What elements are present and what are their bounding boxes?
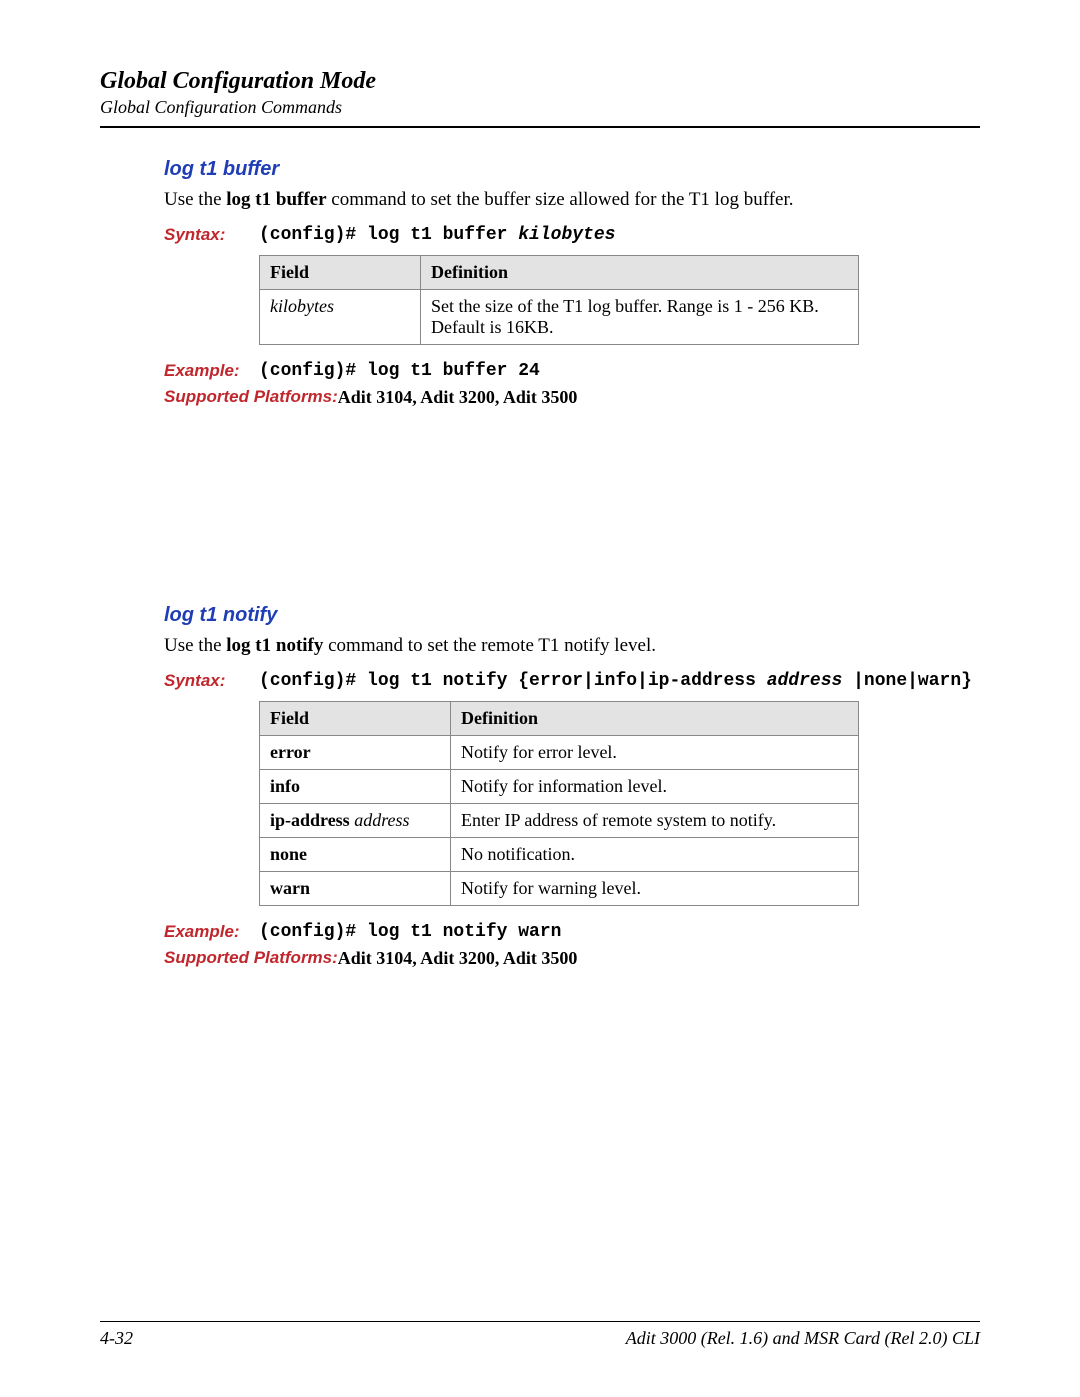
syntax-prefix: (config)# log t1 notify {error|info|ip-a… (259, 671, 767, 691)
definition-table: Field Definition error Notify for error … (259, 701, 859, 906)
definition-cell: Notify for warning level. (451, 872, 859, 906)
field-italic: address (354, 810, 409, 830)
intro-paragraph: Use the log t1 buffer command to set the… (164, 189, 980, 211)
example-row: Example: (config)# log t1 buffer 24 (164, 361, 980, 381)
platforms-row: Supported Platforms: Adit 3104, Adit 320… (164, 387, 980, 408)
definition-table: Field Definition kilobytes Set the size … (259, 255, 859, 345)
field-bold: ip-address (270, 810, 354, 830)
example-label: Example: (164, 922, 259, 942)
definition-cell: Set the size of the T1 log buffer. Range… (421, 290, 859, 345)
table-row: info Notify for information level. (260, 770, 859, 804)
col-definition: Definition (421, 256, 859, 290)
intro-cmd: log t1 buffer (226, 189, 326, 210)
table-header-row: Field Definition (260, 256, 859, 290)
syntax-label: Syntax: (164, 225, 259, 245)
section-log-t1-buffer: log t1 buffer Use the log t1 buffer comm… (164, 158, 980, 408)
syntax-row: Syntax: (config)# log t1 buffer kilobyte… (164, 225, 980, 245)
definition-cell: Notify for error level. (451, 736, 859, 770)
page: Global Configuration Mode Global Configu… (0, 0, 1080, 1397)
cmd-heading: log t1 buffer (164, 158, 980, 181)
footer-product: Adit 3000 (Rel. 1.6) and MSR Card (Rel 2… (626, 1328, 980, 1349)
field-cell: none (260, 838, 451, 872)
intro-cmd: log t1 notify (226, 635, 323, 656)
syntax-arg: kilobytes (518, 225, 615, 245)
intro-pre: Use the (164, 189, 226, 210)
platforms-text: Adit 3104, Adit 3200, Adit 3500 (338, 387, 578, 408)
example-row: Example: (config)# log t1 notify warn (164, 922, 980, 942)
syntax-label: Syntax: (164, 671, 259, 691)
syntax-prefix: (config)# log t1 buffer (259, 225, 518, 245)
cmd-heading: log t1 notify (164, 604, 980, 627)
example-text: (config)# log t1 notify warn (259, 922, 561, 942)
col-definition: Definition (451, 702, 859, 736)
example-label: Example: (164, 361, 259, 381)
platforms-text: Adit 3104, Adit 3200, Adit 3500 (338, 948, 578, 969)
footer-page-number: 4-32 (100, 1328, 133, 1349)
definition-cell: No notification. (451, 838, 859, 872)
intro-pre: Use the (164, 635, 226, 656)
page-header: Global Configuration Mode Global Configu… (100, 68, 980, 128)
syntax-content: (config)# log t1 notify {error|info|ip-a… (259, 671, 980, 691)
field-cell: error (260, 736, 451, 770)
header-rule (100, 126, 980, 128)
col-field: Field (260, 256, 421, 290)
page-footer: 4-32 Adit 3000 (Rel. 1.6) and MSR Card (… (100, 1321, 980, 1349)
definition-cell: Notify for information level. (451, 770, 859, 804)
col-field: Field (260, 702, 451, 736)
field-cell: info (260, 770, 451, 804)
field-cell: warn (260, 872, 451, 906)
header-subtitle: Global Configuration Commands (100, 97, 980, 118)
example-text: (config)# log t1 buffer 24 (259, 361, 540, 381)
table-header-row: Field Definition (260, 702, 859, 736)
syntax-arg: address (767, 671, 843, 691)
syntax-content: (config)# log t1 buffer kilobytes (259, 225, 980, 245)
platforms-label: Supported Platforms: (164, 387, 338, 408)
section-log-t1-notify: log t1 notify Use the log t1 notify comm… (164, 604, 980, 969)
definition-cell: Enter IP address of remote system to not… (451, 804, 859, 838)
table-row: error Notify for error level. (260, 736, 859, 770)
platforms-row: Supported Platforms: Adit 3104, Adit 320… (164, 948, 980, 969)
table-row: kilobytes Set the size of the T1 log buf… (260, 290, 859, 345)
syntax-suffix: |none|warn} (842, 671, 972, 691)
header-title: Global Configuration Mode (100, 68, 980, 95)
table-row: warn Notify for warning level. (260, 872, 859, 906)
section-gap (100, 414, 980, 574)
platforms-label: Supported Platforms: (164, 948, 338, 969)
intro-post: command to set the buffer size allowed f… (327, 189, 794, 210)
field-cell: kilobytes (260, 290, 421, 345)
table-row: ip-address address Enter IP address of r… (260, 804, 859, 838)
table-row: none No notification. (260, 838, 859, 872)
intro-paragraph: Use the log t1 notify command to set the… (164, 635, 980, 657)
syntax-row: Syntax: (config)# log t1 notify {error|i… (164, 671, 980, 691)
intro-post: command to set the remote T1 notify leve… (323, 635, 656, 656)
field-cell: ip-address address (260, 804, 451, 838)
